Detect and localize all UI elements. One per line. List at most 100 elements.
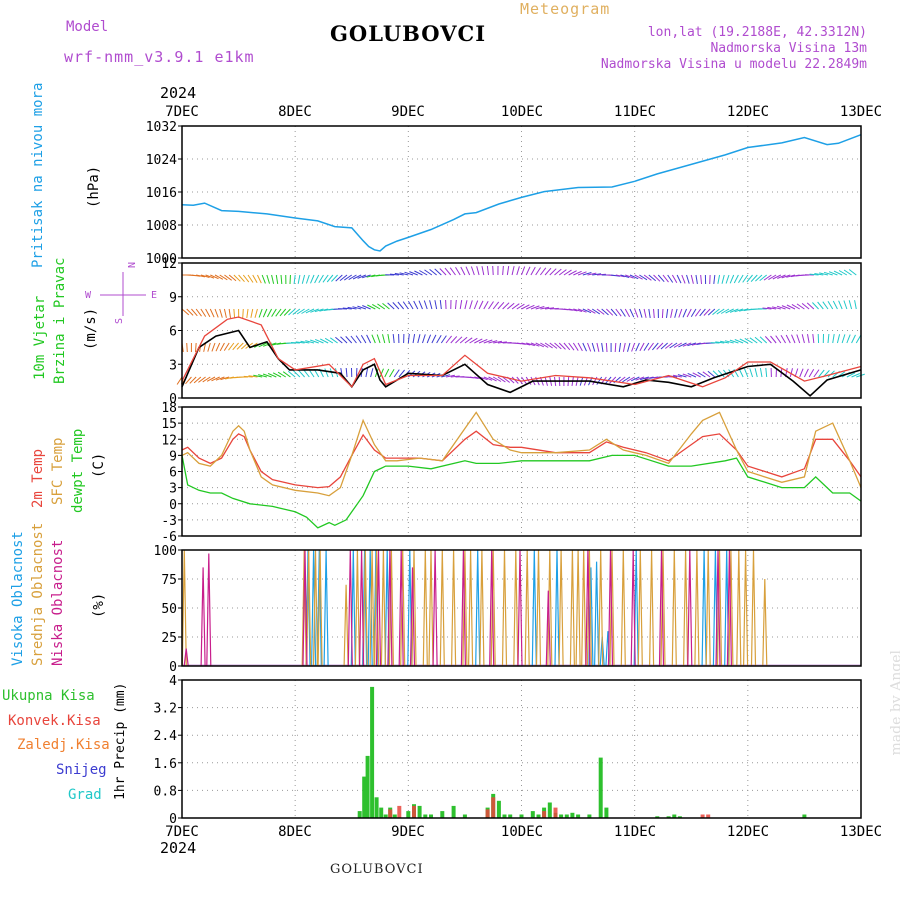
- wind-barb: [387, 334, 390, 344]
- wind-barb: [700, 274, 702, 285]
- wind-barb: [335, 274, 343, 282]
- precip-bar: [392, 814, 397, 818]
- xtick-bot-3: 10DEC: [501, 824, 543, 840]
- wind-barb: [248, 375, 258, 378]
- wind-barb: [465, 266, 471, 276]
- wind-barb: [653, 274, 661, 282]
- wind-barb: [673, 342, 683, 348]
- precip-bar: [440, 811, 445, 818]
- y-tick-label: 1032: [146, 120, 177, 135]
- wind-barb: [843, 269, 852, 276]
- cloud-bar: [347, 549, 353, 667]
- wind-barb: [298, 369, 305, 378]
- wind-barb: [729, 274, 735, 284]
- y-tick-label: 3: [169, 358, 177, 373]
- cloud-bar: [432, 549, 438, 667]
- wind-barb: [667, 274, 674, 283]
- wind-barb: [843, 300, 848, 310]
- wind-barb: [407, 301, 414, 310]
- wind-barb: [582, 272, 592, 276]
- xtick-bot-1: 8DEC: [278, 824, 312, 840]
- wind-barb: [441, 374, 451, 378]
- wind-barb: [214, 274, 224, 280]
- wind-barb: [695, 274, 698, 284]
- wind-barb: [530, 305, 540, 310]
- wind-barb: [767, 306, 777, 310]
- wind-barb: [305, 340, 315, 344]
- wind-barb: [215, 342, 221, 352]
- wind-barb: [254, 308, 258, 318]
- wind-barb: [473, 300, 479, 310]
- precip-bar: [502, 814, 507, 818]
- wind-barb: [409, 271, 418, 276]
- wind-barb: [687, 372, 697, 378]
- wind-barb: [759, 368, 763, 378]
- wind-barb: [424, 269, 433, 276]
- wind-barb: [305, 274, 310, 284]
- cloud-bar: [743, 549, 749, 667]
- cloud-bar: [468, 549, 474, 667]
- wind-barb: [725, 274, 730, 284]
- wind-barb: [206, 376, 216, 382]
- wind-barb: [511, 303, 520, 310]
- wind-barb: [789, 368, 793, 378]
- wind-barb: [267, 372, 277, 378]
- temp-label-3: dewpt Temp: [70, 429, 86, 513]
- precip-bar: [706, 814, 711, 818]
- wind-barb: [478, 300, 484, 310]
- wind-barb: [189, 376, 197, 384]
- cloud-bar: [200, 567, 206, 667]
- wind-barb: [243, 375, 253, 378]
- wind-barb: [367, 304, 376, 310]
- precip-legend-snow: Snijeg: [56, 762, 107, 778]
- wind-barb: [392, 302, 400, 310]
- precip-bar: [451, 805, 456, 818]
- wind-barb: [345, 367, 348, 378]
- cloud-label-3: Niska Oblacnost: [50, 540, 66, 666]
- wind-barb: [224, 274, 232, 281]
- wind-barb: [540, 306, 550, 310]
- precip-bar: [496, 800, 501, 819]
- wind-barb: [310, 339, 319, 344]
- wind-barb: [717, 274, 721, 284]
- wind-barb: [516, 303, 525, 310]
- wind-barb: [724, 340, 734, 344]
- wind-barb: [678, 342, 687, 348]
- wind-barb: [624, 308, 631, 318]
- wind-barb: [402, 301, 409, 310]
- cloud-bar: [750, 549, 757, 667]
- wind-barb: [771, 306, 781, 310]
- wind-barb: [464, 337, 473, 344]
- wind-barb: [460, 266, 466, 276]
- wind-barb: [848, 269, 857, 276]
- wind-barb: [772, 274, 782, 280]
- wind-barb: [357, 305, 367, 310]
- wind-barb: [573, 270, 582, 276]
- wind-barb: [454, 299, 457, 310]
- panel-frame: [181, 549, 862, 667]
- cloud-bar: [343, 584, 349, 667]
- wind-barb: [207, 342, 211, 352]
- wind-barb: [219, 308, 223, 318]
- wind-barb: [715, 341, 725, 344]
- wind-barb: [721, 274, 725, 284]
- temp-label-2: SFC Temp: [50, 438, 66, 505]
- wind-barb: [855, 334, 862, 344]
- wind-barb: [625, 274, 634, 279]
- wind-barb: [694, 308, 702, 317]
- wind-barb: [449, 267, 456, 276]
- wind-barb: [765, 367, 768, 378]
- x-axis-bottom: 7DEC 8DEC 9DEC 10DEC 11DEC 12DEC 13DEC: [165, 824, 882, 840]
- wind-barb: [419, 270, 428, 276]
- wind-barb: [643, 342, 650, 351]
- wind-barb: [262, 308, 268, 318]
- wind-speed-line: [181, 329, 862, 397]
- xtick-top-2: 9DEC: [391, 104, 425, 120]
- wind-barb: [250, 308, 254, 318]
- wind-barb: [568, 270, 577, 276]
- wind-barb: [258, 308, 263, 318]
- wind-barb: [384, 368, 390, 378]
- wind-barb: [236, 342, 244, 350]
- xtick-bot-0: 7DEC: [165, 824, 199, 840]
- y-tick-label: 1016: [146, 186, 177, 201]
